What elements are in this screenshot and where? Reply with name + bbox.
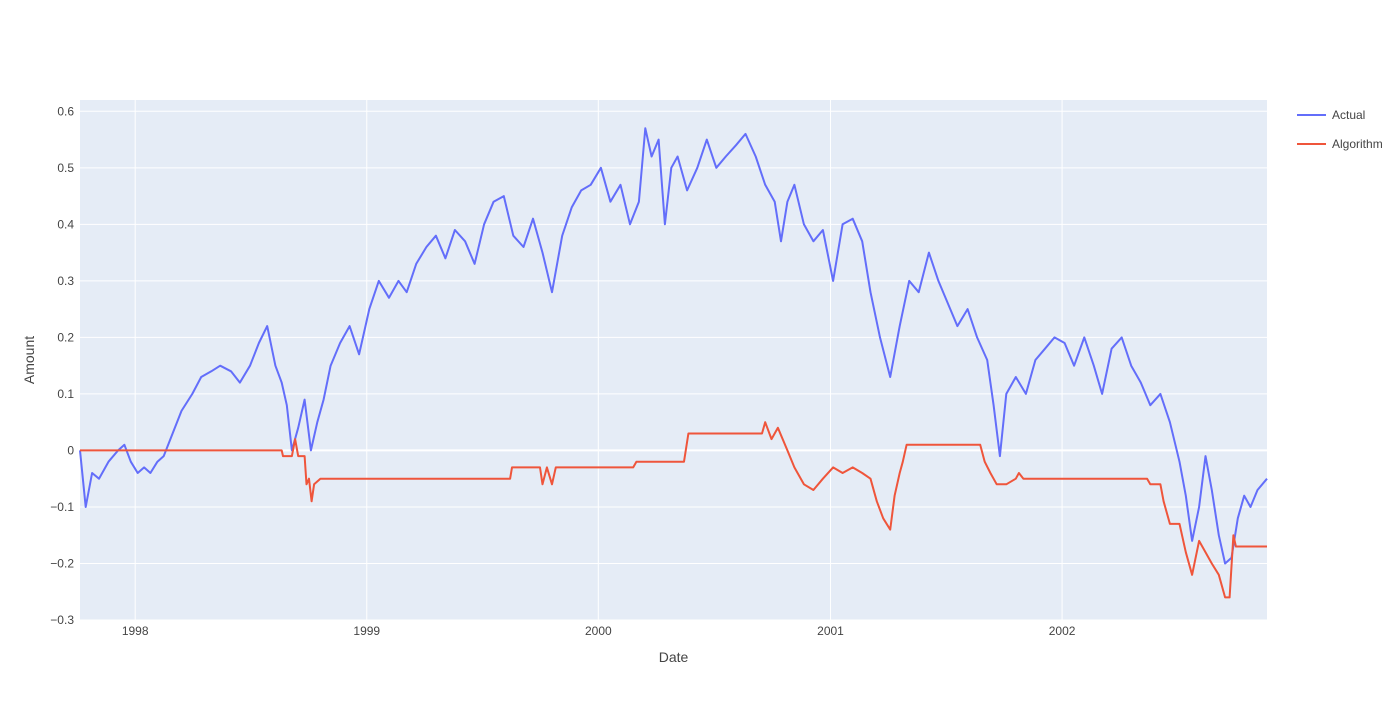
x-tick-label: 2000 (585, 624, 612, 638)
y-tick-label: −0.2 (50, 556, 74, 570)
y-tick-label: −0.3 (50, 613, 74, 627)
y-tick-label: 0.5 (57, 161, 74, 175)
y-tick-label: 0.1 (57, 387, 74, 401)
legend-label: Algorithm (1332, 137, 1383, 151)
series-line-algorithm (80, 421, 1267, 599)
y-tick-label: 0.4 (57, 217, 74, 231)
y-axis-title: Amount (21, 336, 37, 384)
y-tick-label: 0 (67, 443, 74, 457)
legend[interactable]: Actual Algorithm (1297, 108, 1383, 151)
legend-item-algorithm[interactable]: Algorithm (1297, 137, 1383, 151)
y-axis-ticks: 0.6 0.5 0.4 0.3 0.2 0.1 0 −0.1 −0.2 −0.3 (50, 104, 74, 627)
x-tick-label: 1998 (122, 624, 149, 638)
legend-label: Actual (1332, 108, 1365, 122)
series-line-actual (79, 127, 1268, 565)
x-tick-label: 2002 (1049, 624, 1076, 638)
series-layer (79, 127, 1268, 599)
y-tick-label: 0.6 (57, 104, 74, 118)
x-tick-label: 2001 (817, 624, 844, 638)
x-axis-title: Date (659, 649, 689, 665)
x-tick-label: 1999 (353, 624, 380, 638)
plot-area (80, 100, 1267, 620)
y-tick-label: 0.2 (57, 330, 74, 344)
y-tick-label: 0.3 (57, 274, 74, 288)
legend-item-actual[interactable]: Actual (1297, 108, 1365, 122)
y-tick-label: −0.1 (50, 500, 74, 514)
x-axis-ticks: 1998 1999 2000 2001 2002 (122, 624, 1076, 638)
